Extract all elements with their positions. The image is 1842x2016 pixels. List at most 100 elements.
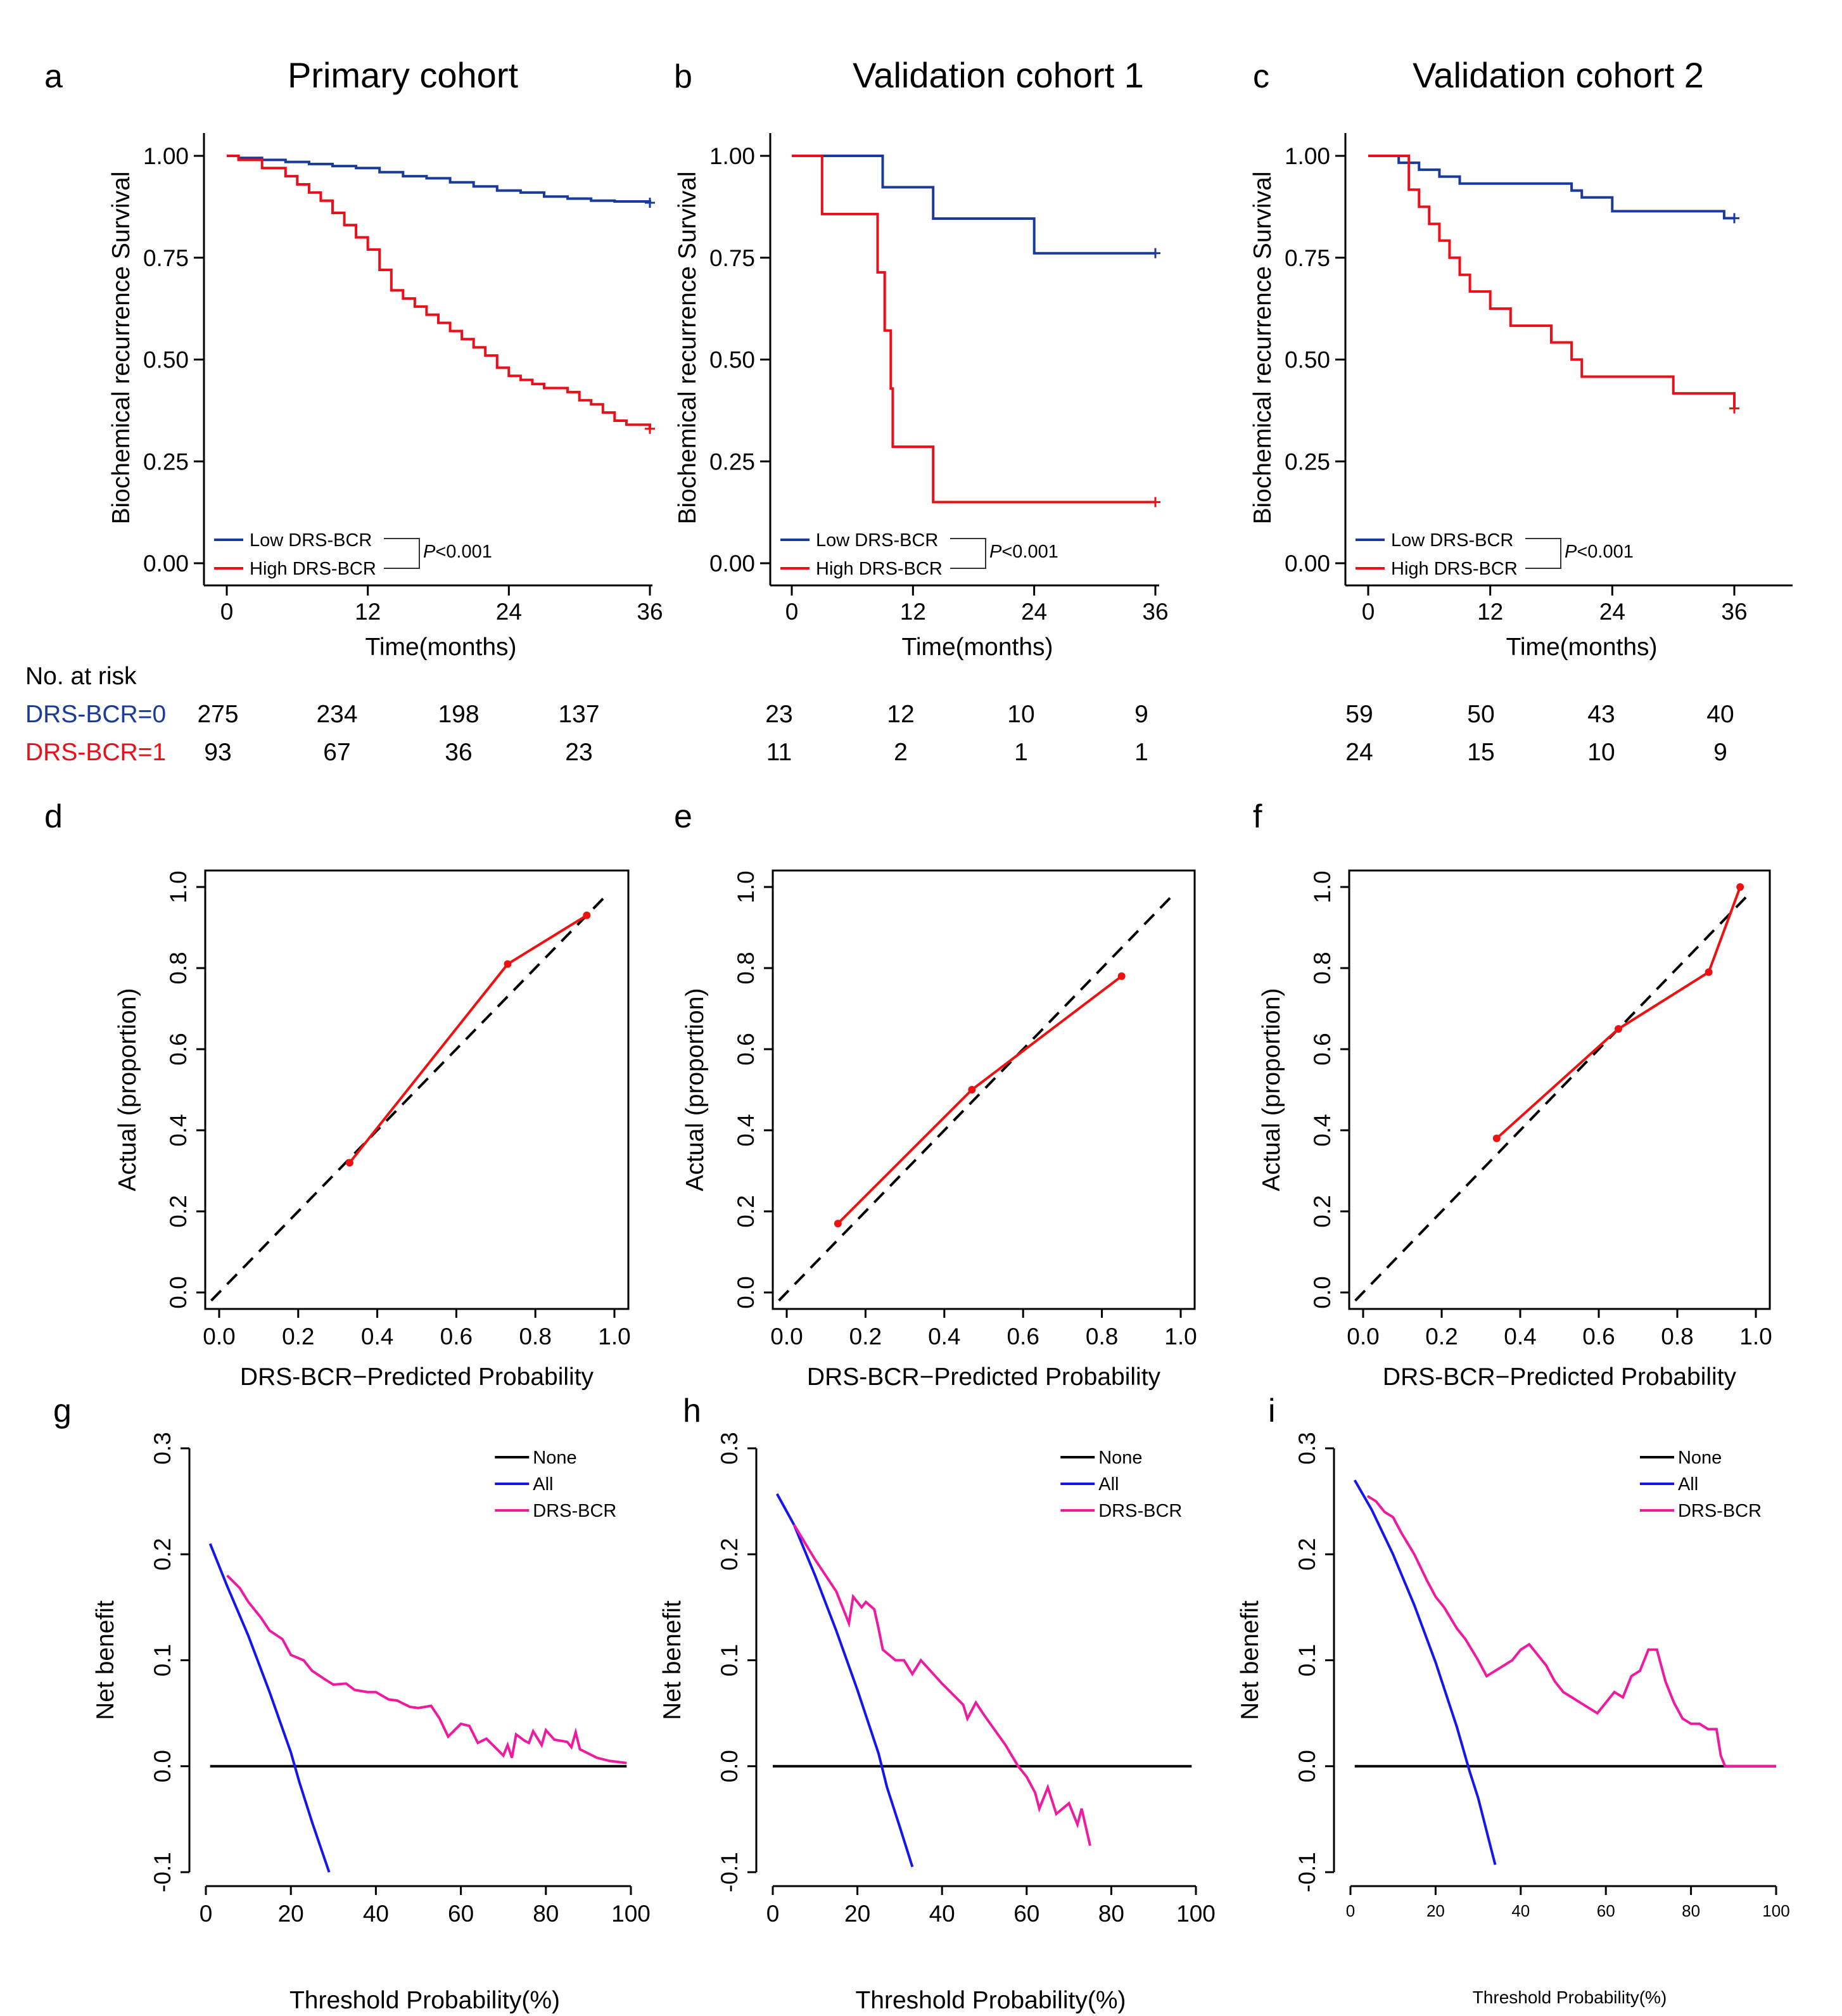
risk-count-low: 275 xyxy=(197,701,238,728)
risk-count-high: 67 xyxy=(323,739,350,766)
y-tick-label: 0.6 xyxy=(733,1033,759,1065)
y-tick-label: 0.50 xyxy=(709,347,755,373)
risk-table-header: No. at risk xyxy=(25,663,137,690)
calibration-point xyxy=(1705,968,1713,976)
x-axis-label: Threshold Probability(%) xyxy=(1473,1987,1667,2007)
panel-letter: f xyxy=(1253,798,1262,835)
km-panel-a: Primary cohort 0.00 0.25 0.50 0.75 1.00 0 12 24 3… xyxy=(108,55,663,661)
y-tick-label: 0.2 xyxy=(149,1538,175,1571)
risk-count-high: 11 xyxy=(766,739,792,766)
x-tick-label: 0.6 xyxy=(1007,1324,1039,1349)
y-tick-label: 0.1 xyxy=(149,1644,175,1676)
dca-panel-h: 0 20 40 60 80 100 -0.1 0.0 0.1 0.2 0.3 Threshold Pr… xyxy=(659,1432,1216,2014)
y-tick-label: 0.50 xyxy=(1285,347,1330,373)
y-tick-label: 0.8 xyxy=(165,952,191,984)
panel-title: Primary cohort xyxy=(288,55,519,95)
x-axis-label: DRS-BCR−Predicted Probability xyxy=(240,1363,594,1391)
x-tick-label: 36 xyxy=(1142,599,1168,625)
y-axis-label: Actual (proportion) xyxy=(1258,988,1285,1192)
legend-label: All xyxy=(1678,1474,1698,1495)
x-tick-label: 100 xyxy=(1762,1901,1789,1920)
x-tick-label: 1.0 xyxy=(598,1324,630,1349)
y-tick-label: 0.00 xyxy=(143,551,189,577)
y-axis-label: Net benefit xyxy=(659,1600,686,1720)
x-axis-label: Threshold Probability(%) xyxy=(289,1987,560,2014)
legend-label: DRS-BCR xyxy=(1098,1501,1182,1521)
p-threshold: <0.001 xyxy=(435,542,492,562)
x-tick-label: 60 xyxy=(448,1901,474,1927)
calibration-point xyxy=(1117,972,1126,980)
y-tick-label: 0.2 xyxy=(1309,1195,1335,1227)
y-tick-label: 0.2 xyxy=(165,1195,191,1227)
panel-title: Validation cohort 2 xyxy=(1413,55,1704,95)
drs-bcr-curve xyxy=(792,1524,1091,1846)
x-axis-label: Time(months) xyxy=(1506,634,1657,661)
y-tick-label: 0.0 xyxy=(1309,1276,1335,1308)
legend-label: None xyxy=(1678,1448,1722,1468)
y-axis-label: Actual (proportion) xyxy=(114,988,141,1192)
y-tick-label: 0.8 xyxy=(733,952,759,984)
plot-frame xyxy=(204,869,630,1310)
risk-count-low: 10 xyxy=(1007,701,1034,728)
x-tick-label: 24 xyxy=(1599,599,1625,625)
y-tick-label: 0.1 xyxy=(716,1644,742,1676)
y-tick-label: 0.2 xyxy=(1294,1538,1320,1571)
calibration-point xyxy=(1492,1134,1501,1142)
dca-panel-g: 0 20 40 60 80 100 -0.1 0.0 0.1 0.2 0.3 Threshold Pr… xyxy=(92,1432,651,2014)
calibration-panel-e: 0.00.00.20.20.40.40.60.60.80.81.01.0DRS-… xyxy=(682,869,1197,1391)
y-axis-label: Biochemical recurrence Survival xyxy=(674,171,701,524)
y-tick-label: 0.0 xyxy=(165,1276,191,1308)
y-tick-label: 0.6 xyxy=(165,1033,191,1065)
risk-count-high: 1 xyxy=(1134,739,1148,766)
legend-label: All xyxy=(533,1474,553,1495)
x-tick-label: 0.4 xyxy=(928,1324,960,1349)
legend-label: DRS-BCR xyxy=(533,1501,616,1521)
drs-bcr-curve xyxy=(226,1574,627,1764)
calibration-point xyxy=(1615,1025,1622,1033)
x-tick-label: 36 xyxy=(1721,599,1747,625)
km-curve-high xyxy=(227,155,651,429)
x-axis-label: Threshold Probability(%) xyxy=(855,1987,1126,2014)
y-tick-label: 0.0 xyxy=(149,1750,175,1782)
y-tick-label: -0.1 xyxy=(1294,1852,1320,1892)
x-tick-label: 12 xyxy=(900,599,926,625)
y-tick-label: 0.75 xyxy=(709,245,755,271)
y-tick-label: 1.00 xyxy=(709,143,755,169)
p-value: P<0.001 xyxy=(989,542,1058,562)
calibration-point xyxy=(345,1159,353,1167)
risk-count-low: 23 xyxy=(765,701,792,728)
x-tick-label: 0.2 xyxy=(282,1324,314,1349)
censor-mark xyxy=(645,197,655,208)
x-tick-label: 20 xyxy=(278,1901,304,1927)
x-axis-label: Time(months) xyxy=(365,634,516,661)
y-tick-label: 0.75 xyxy=(1285,245,1330,271)
km-panel-b: Validation cohort 1 0.00 0.25 0.50 0.75 1.00 0… xyxy=(674,55,1169,661)
risk-count-high: 36 xyxy=(445,739,472,766)
censor-mark xyxy=(1729,213,1739,224)
risk-row-label-high: DRS-BCR=1 xyxy=(25,739,166,766)
panel-letter: a xyxy=(44,58,63,95)
x-tick-label: 0.4 xyxy=(361,1324,393,1349)
y-tick-label: 0.2 xyxy=(733,1195,759,1227)
pvalue-bracket xyxy=(950,538,986,569)
p-symbol: P xyxy=(423,542,436,562)
x-tick-label: 100 xyxy=(1176,1901,1216,1927)
censor-mark xyxy=(1150,497,1160,507)
x-tick-label: 0.6 xyxy=(1582,1324,1615,1349)
x-tick-label: 80 xyxy=(1098,1901,1124,1927)
x-tick-label: 36 xyxy=(637,599,663,625)
risk-count-low: 137 xyxy=(558,701,599,728)
risk-count-low: 9 xyxy=(1134,701,1148,728)
risk-count-low: 59 xyxy=(1345,701,1373,728)
x-tick-label: 100 xyxy=(611,1901,651,1927)
y-axis-label: Net benefit xyxy=(92,1600,119,1720)
treat-all-curve xyxy=(1353,1479,1497,1865)
legend-label: None xyxy=(533,1448,576,1468)
y-tick-label: 0.1 xyxy=(1294,1644,1320,1676)
x-tick-label: 0 xyxy=(1346,1901,1355,1920)
pvalue-bracket xyxy=(1525,538,1561,569)
calibration-line xyxy=(837,975,1122,1225)
legend-label: High DRS-BCR xyxy=(816,559,943,579)
ideal-diagonal xyxy=(1354,894,1750,1302)
